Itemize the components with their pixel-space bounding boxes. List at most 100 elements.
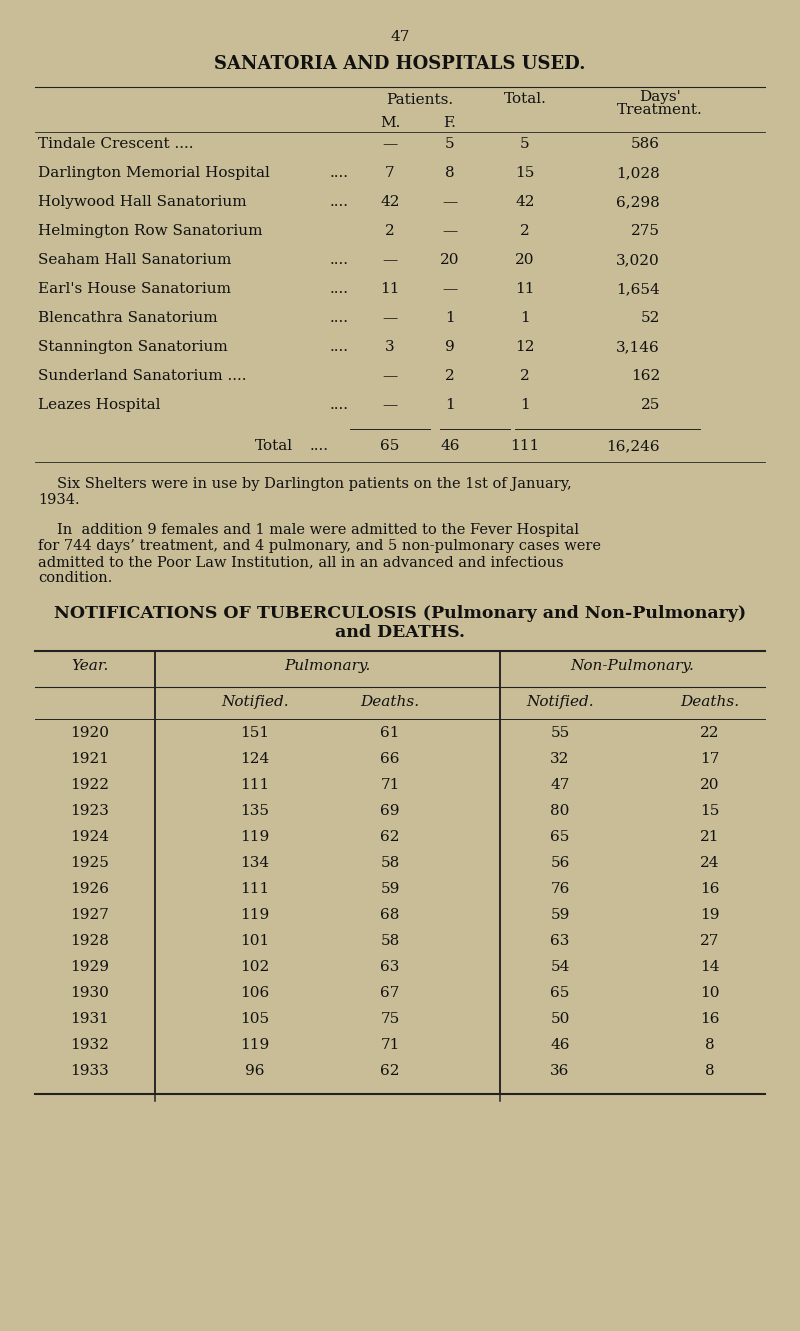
Text: 1922: 1922 (70, 779, 110, 792)
Text: 1923: 1923 (70, 804, 110, 819)
Text: 59: 59 (380, 882, 400, 896)
Text: 111: 111 (240, 779, 270, 792)
Text: 9: 9 (445, 339, 455, 354)
Text: 1: 1 (445, 398, 455, 413)
Text: 1: 1 (445, 311, 455, 325)
Text: Blencathra Sanatorium: Blencathra Sanatorium (38, 311, 218, 325)
Text: 58: 58 (380, 856, 400, 870)
Text: Six Shelters were in use by Darlington patients on the 1st of January,: Six Shelters were in use by Darlington p… (57, 476, 572, 491)
Text: 65: 65 (380, 439, 400, 453)
Text: 6,298: 6,298 (616, 196, 660, 209)
Text: 67: 67 (380, 986, 400, 1000)
Text: 15: 15 (515, 166, 534, 180)
Text: 55: 55 (550, 725, 570, 740)
Text: ....: .... (330, 398, 349, 413)
Text: 8: 8 (705, 1038, 715, 1051)
Text: Sunderland Sanatorium ....: Sunderland Sanatorium .... (38, 369, 246, 383)
Text: 20: 20 (700, 779, 720, 792)
Text: 1930: 1930 (70, 986, 110, 1000)
Text: 106: 106 (240, 986, 270, 1000)
Text: In  addition 9 females and 1 male were admitted to the Fever Hospital: In addition 9 females and 1 male were ad… (57, 523, 579, 536)
Text: 80: 80 (550, 804, 570, 819)
Text: 11: 11 (380, 282, 400, 295)
Text: 102: 102 (240, 960, 270, 974)
Text: 61: 61 (380, 725, 400, 740)
Text: 62: 62 (380, 1063, 400, 1078)
Text: Leazes Hospital: Leazes Hospital (38, 398, 161, 413)
Text: 71: 71 (380, 779, 400, 792)
Text: condition.: condition. (38, 571, 112, 586)
Text: Year.: Year. (71, 659, 109, 673)
Text: 119: 119 (240, 1038, 270, 1051)
Text: 1926: 1926 (70, 882, 110, 896)
Text: 1931: 1931 (70, 1012, 110, 1026)
Text: 1925: 1925 (70, 856, 110, 870)
Text: admitted to the Poor Law Institution, all in an advanced and infectious: admitted to the Poor Law Institution, al… (38, 555, 564, 568)
Text: 69: 69 (380, 804, 400, 819)
Text: Darlington Memorial Hospital: Darlington Memorial Hospital (38, 166, 270, 180)
Text: Notified.: Notified. (221, 695, 289, 709)
Text: 96: 96 (246, 1063, 265, 1078)
Text: M.: M. (380, 116, 400, 130)
Text: —: — (382, 369, 398, 383)
Text: 16: 16 (700, 882, 720, 896)
Text: Tindale Crescent ....: Tindale Crescent .... (38, 137, 194, 150)
Text: 2: 2 (520, 369, 530, 383)
Text: Notified.: Notified. (526, 695, 594, 709)
Text: 46: 46 (440, 439, 460, 453)
Text: 63: 63 (380, 960, 400, 974)
Text: 8: 8 (705, 1063, 715, 1078)
Text: 105: 105 (241, 1012, 270, 1026)
Text: 42: 42 (380, 196, 400, 209)
Text: 586: 586 (631, 137, 660, 150)
Text: 76: 76 (550, 882, 570, 896)
Text: 1929: 1929 (70, 960, 110, 974)
Text: 68: 68 (380, 908, 400, 922)
Text: 1,654: 1,654 (616, 282, 660, 295)
Text: F.: F. (443, 116, 457, 130)
Text: 59: 59 (550, 908, 570, 922)
Text: 3,146: 3,146 (616, 339, 660, 354)
Text: 135: 135 (241, 804, 270, 819)
Text: 1927: 1927 (70, 908, 110, 922)
Text: 111: 111 (240, 882, 270, 896)
Text: 22: 22 (700, 725, 720, 740)
Text: 16: 16 (700, 1012, 720, 1026)
Text: 2: 2 (385, 224, 395, 238)
Text: 27: 27 (700, 934, 720, 948)
Text: 1: 1 (520, 311, 530, 325)
Text: 56: 56 (550, 856, 570, 870)
Text: 15: 15 (700, 804, 720, 819)
Text: 275: 275 (631, 224, 660, 238)
Text: 11: 11 (515, 282, 534, 295)
Text: Deaths.: Deaths. (361, 695, 419, 709)
Text: 5: 5 (520, 137, 530, 150)
Text: 32: 32 (550, 752, 570, 767)
Text: Helmington Row Sanatorium: Helmington Row Sanatorium (38, 224, 262, 238)
Text: 3: 3 (385, 339, 395, 354)
Text: 5: 5 (445, 137, 455, 150)
Text: 65: 65 (550, 986, 570, 1000)
Text: Seaham Hall Sanatorium: Seaham Hall Sanatorium (38, 253, 231, 268)
Text: 2: 2 (445, 369, 455, 383)
Text: 54: 54 (550, 960, 570, 974)
Text: 62: 62 (380, 831, 400, 844)
Text: 46: 46 (550, 1038, 570, 1051)
Text: 151: 151 (241, 725, 270, 740)
Text: 1: 1 (520, 398, 530, 413)
Text: 2: 2 (520, 224, 530, 238)
Text: ....: .... (330, 311, 349, 325)
Text: 50: 50 (550, 1012, 570, 1026)
Text: Patients.: Patients. (386, 93, 454, 106)
Text: 14: 14 (700, 960, 720, 974)
Text: 25: 25 (641, 398, 660, 413)
Text: Stannington Sanatorium: Stannington Sanatorium (38, 339, 228, 354)
Text: 12: 12 (515, 339, 534, 354)
Text: 47: 47 (390, 31, 410, 44)
Text: Holywood Hall Sanatorium: Holywood Hall Sanatorium (38, 196, 246, 209)
Text: 7: 7 (385, 166, 395, 180)
Text: 65: 65 (550, 831, 570, 844)
Text: ....: .... (330, 282, 349, 295)
Text: and DEATHS.: and DEATHS. (335, 624, 465, 642)
Text: 3,020: 3,020 (616, 253, 660, 268)
